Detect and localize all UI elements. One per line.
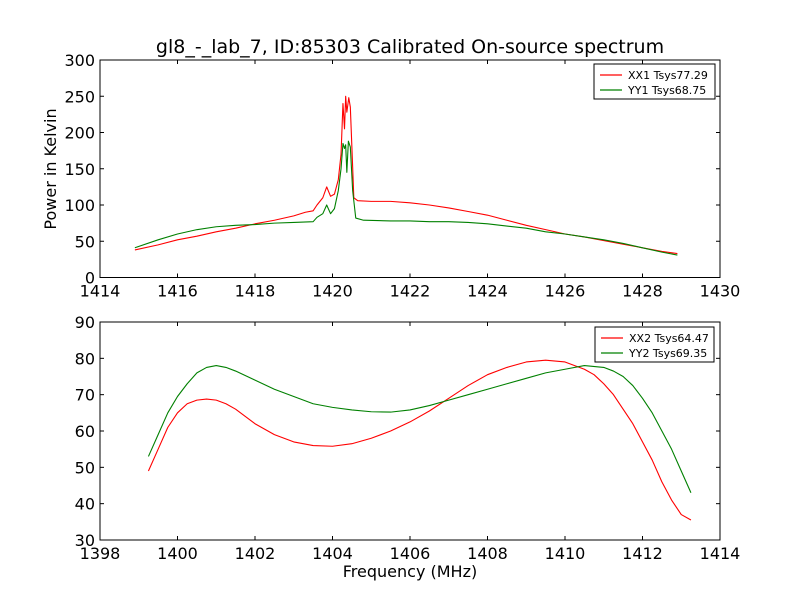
series-line-yy bbox=[147, 365, 692, 493]
x-tick-label: 1426 bbox=[545, 282, 586, 301]
top-panel-legend: XX1 Tsys77.29 YY1 Tsys68.75 bbox=[593, 63, 716, 100]
x-tick-label: 1412 bbox=[622, 544, 663, 563]
x-tick-label: 1404 bbox=[312, 544, 353, 563]
y-tick-label: 150 bbox=[64, 160, 95, 179]
x-tick-label: 1406 bbox=[390, 544, 431, 563]
series-line-yy bbox=[134, 140, 678, 256]
x-tick-label: 1408 bbox=[467, 544, 508, 563]
legend-label: YY2 Tsys69.35 bbox=[628, 347, 707, 360]
y-tick-label: 30 bbox=[75, 531, 95, 550]
x-tick-label: 1418 bbox=[235, 282, 276, 301]
x-tick-label: 1402 bbox=[235, 544, 276, 563]
legend-box bbox=[594, 326, 715, 363]
y-tick-label: 90 bbox=[75, 313, 95, 332]
y-tick-label: 70 bbox=[75, 386, 95, 405]
top-panel-frame bbox=[99, 59, 721, 278]
bottom-panel: 1398 1400 1402 1404 1406 1408 1410 1412 1414 30 40… bbox=[75, 313, 741, 581]
top-panel-ticks: 1414 1416 1418 1420 1422 1424 1426 1428 1430 0 50 1… bbox=[64, 51, 740, 301]
y-tick-label: 60 bbox=[75, 422, 95, 441]
chart-title: gl8_-_lab_7, ID:85303 Calibrated On-sour… bbox=[156, 36, 664, 58]
top-panel-series bbox=[134, 95, 678, 256]
y-tick-label: 40 bbox=[75, 495, 95, 514]
x-tick-label: 1422 bbox=[390, 282, 431, 301]
y-tick-label: 50 bbox=[75, 458, 95, 477]
bottom-panel-frame bbox=[99, 321, 721, 541]
legend-label: XX2 Tsys64.47 bbox=[629, 332, 709, 345]
x-tick-label: 1428 bbox=[622, 282, 663, 301]
bottom-panel-legend: XX2 Tsys64.47 YY2 Tsys69.35 bbox=[594, 326, 715, 363]
x-tick-label: 1398 bbox=[80, 544, 121, 563]
legend-label: YY1 Tsys68.75 bbox=[627, 84, 706, 97]
y-tick-label: 300 bbox=[64, 51, 95, 70]
x-tick-label: 1416 bbox=[157, 282, 198, 301]
x-tick-label: 1414 bbox=[700, 544, 741, 563]
y-tick-label: 80 bbox=[75, 349, 95, 368]
y-tick-label: 200 bbox=[64, 124, 95, 143]
y-tick-label: 50 bbox=[75, 232, 95, 251]
x-tick-label: 1410 bbox=[545, 544, 586, 563]
legend-box bbox=[593, 63, 716, 100]
top-panel-ylabel: Power in Kelvin bbox=[41, 108, 60, 229]
x-tick-label: 1420 bbox=[312, 282, 353, 301]
y-tick-label: 100 bbox=[64, 196, 95, 215]
x-tick-label: 1414 bbox=[80, 282, 121, 301]
bottom-panel-xlabel: Frequency (MHz) bbox=[343, 562, 477, 581]
x-tick-label: 1424 bbox=[467, 282, 508, 301]
x-tick-label: 1400 bbox=[157, 544, 198, 563]
series-line-xx bbox=[147, 359, 692, 521]
top-panel: 1414 1416 1418 1420 1422 1424 1426 1428 1430 0 50 1… bbox=[41, 51, 740, 301]
x-tick-label: 1430 bbox=[700, 282, 741, 301]
y-tick-label: 250 bbox=[64, 87, 95, 106]
bottom-panel-series bbox=[147, 359, 692, 521]
bottom-panel-ticks: 1398 1400 1402 1404 1406 1408 1410 1412 1414 30 40… bbox=[75, 313, 741, 563]
series-line-xx bbox=[134, 95, 678, 255]
legend-label: XX1 Tsys77.29 bbox=[628, 69, 708, 82]
y-tick-label: 0 bbox=[85, 269, 95, 288]
